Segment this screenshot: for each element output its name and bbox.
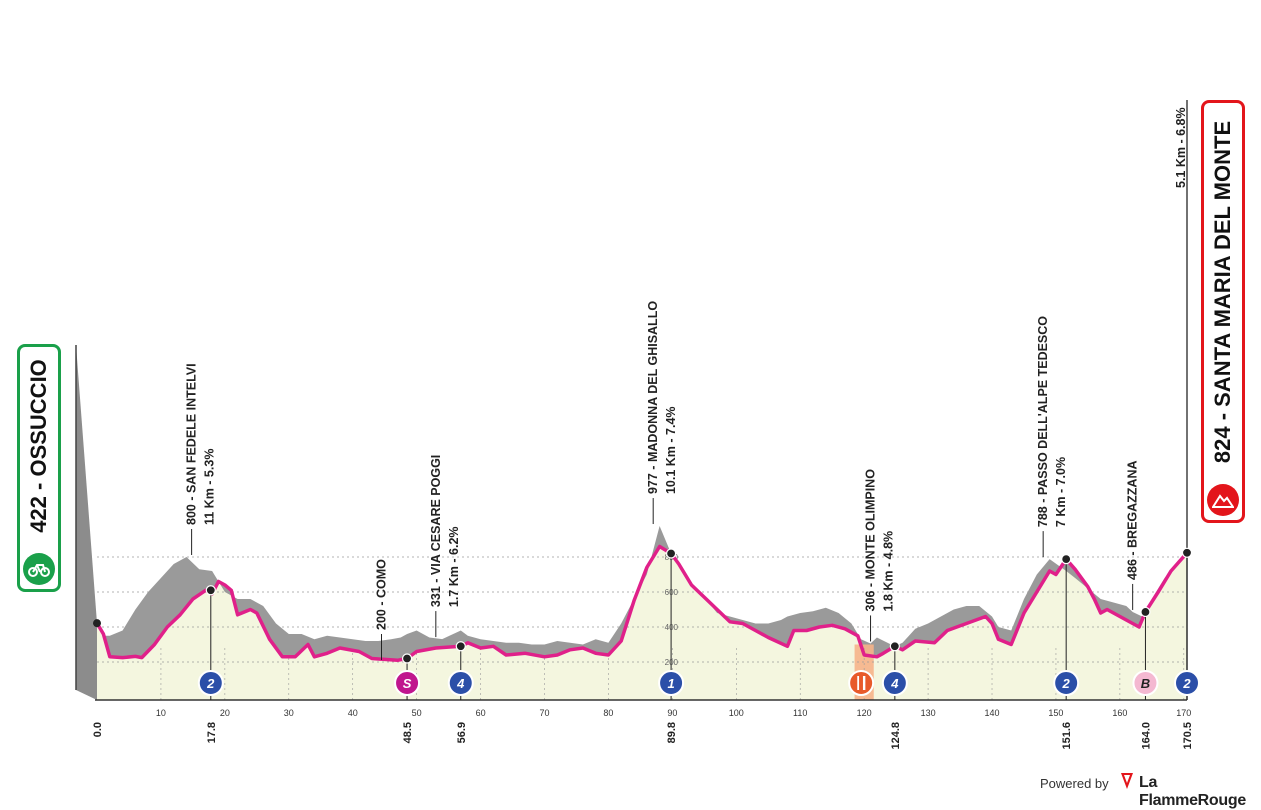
mountain-finish-icon bbox=[1207, 484, 1239, 516]
finish-town-label: 824 - SANTA MARIA DEL MONTE bbox=[1210, 120, 1235, 463]
marker-badge-4 bbox=[881, 670, 908, 696]
marker-badge-label-7: 2 bbox=[1182, 676, 1191, 691]
annotation-2-line-1: 1.7 Km - 6.2% bbox=[447, 526, 461, 607]
marker-badge-6 bbox=[1132, 670, 1159, 696]
start-dot bbox=[93, 619, 101, 628]
annotation-4-line-0: 306 - MONTE OLIMPINO bbox=[864, 469, 878, 612]
km-label-0: 17.8 bbox=[206, 722, 218, 743]
annotation-4-line-1: 1.8 Km - 4.8% bbox=[882, 531, 896, 612]
marker-badge-7 bbox=[1174, 670, 1200, 696]
marker-dot-2 bbox=[455, 641, 466, 652]
marker-badge-5 bbox=[1053, 670, 1080, 696]
annotation-2-line-0: 331 - VIA CESARE POGGI bbox=[429, 455, 443, 607]
x-tick-110: 110 bbox=[793, 708, 807, 718]
marker-badge-label-2: 4 bbox=[456, 676, 465, 691]
marker-badge-3 bbox=[658, 670, 685, 696]
marker-dot-7 bbox=[1181, 547, 1193, 558]
km-label-5: 151.6 bbox=[1061, 722, 1073, 750]
annotation-1-line-0: 200 - COMO bbox=[374, 559, 388, 630]
x-tick-50: 50 bbox=[412, 708, 422, 718]
start-wall bbox=[76, 345, 97, 700]
profile-line bbox=[95, 544, 1189, 663]
finish-town-box: 824 - SANTA MARIA DEL MONTE bbox=[1201, 100, 1245, 523]
final-climb-label: 5.1 Km - 6.8% bbox=[1174, 107, 1188, 188]
y-tick-400: 400 bbox=[665, 623, 679, 632]
marker-dot-0 bbox=[205, 585, 216, 596]
x-tick-10: 10 bbox=[156, 708, 166, 718]
x-tick-170: 170 bbox=[1176, 708, 1191, 718]
marker-badge-label-0: 2 bbox=[206, 676, 215, 691]
x-tick-160: 160 bbox=[1112, 708, 1127, 718]
x-tick-30: 30 bbox=[284, 708, 294, 718]
marker-dot-1 bbox=[401, 653, 413, 664]
km-label-4: 124.8 bbox=[890, 722, 902, 750]
marker-badge-label-6: B bbox=[1141, 676, 1150, 691]
annotation-6-line-0: 486 - BREGAZZANA bbox=[1126, 460, 1140, 579]
km-label-3: 89.8 bbox=[666, 722, 678, 743]
x-tick-90: 90 bbox=[667, 708, 677, 718]
x-tick-60: 60 bbox=[476, 708, 486, 718]
x-tick-130: 130 bbox=[921, 708, 936, 718]
annotation-0-line-1: 11 Km - 5.3% bbox=[203, 449, 217, 525]
marker-dot-4 bbox=[889, 641, 900, 652]
marker-dot-6 bbox=[1140, 606, 1151, 618]
km-label-7: 170.5 bbox=[1182, 722, 1194, 750]
annotation-3-line-1: 10.1 Km - 7.4% bbox=[664, 406, 678, 494]
bicycle-icon bbox=[23, 553, 55, 585]
flame-logo-icon bbox=[1121, 773, 1133, 789]
x-tick-100: 100 bbox=[729, 708, 744, 718]
km-label-start: 0.0 bbox=[92, 722, 104, 737]
x-tick-140: 140 bbox=[984, 708, 999, 718]
x-tick-40: 40 bbox=[348, 708, 358, 718]
y-tick-200: 200 bbox=[665, 658, 679, 667]
marker-badge-label-1: S bbox=[403, 676, 412, 691]
y-tick-600: 600 bbox=[665, 588, 679, 597]
x-tick-80: 80 bbox=[603, 708, 613, 718]
x-tick-150: 150 bbox=[1048, 708, 1063, 718]
x-tick-120: 120 bbox=[857, 708, 872, 718]
start-town-box: 422 - OSSUCCIO bbox=[17, 344, 61, 592]
km-label-1: 48.5 bbox=[402, 722, 414, 743]
marker-dot-5 bbox=[1061, 553, 1072, 565]
start-town-label: 422 - OSSUCCIO bbox=[26, 359, 51, 533]
km-label-6: 164.0 bbox=[1140, 722, 1152, 750]
x-tick-70: 70 bbox=[539, 708, 549, 718]
annotation-3-line-0: 977 - MADONNA DEL GHISALLO bbox=[646, 301, 660, 494]
marker-badge-0 bbox=[197, 670, 224, 696]
marker-badge-label-5: 2 bbox=[1062, 676, 1071, 691]
marker-badge-2 bbox=[447, 670, 474, 696]
marker-badge-label-3: 1 bbox=[667, 676, 674, 691]
brand-name: La FlammeRouge bbox=[1139, 774, 1246, 809]
marker-badge-1 bbox=[394, 670, 421, 696]
annotation-5-line-1: 7 Km - 7.0% bbox=[1054, 457, 1068, 527]
profile-area bbox=[97, 546, 1187, 700]
x-tick-20: 20 bbox=[220, 708, 230, 718]
powered-by-text: Powered by bbox=[1040, 776, 1109, 791]
marker-badge-label-4: 4 bbox=[890, 676, 899, 691]
annotation-5-line-0: 788 - PASSO DELL'ALPE TEDESCO bbox=[1036, 316, 1050, 527]
feed-zone-icon bbox=[848, 670, 875, 696]
annotation-0-line-0: 800 - SAN FEDELE INTELVI bbox=[185, 363, 199, 525]
marker-dot-3 bbox=[665, 548, 677, 559]
km-label-2: 56.9 bbox=[456, 722, 468, 743]
